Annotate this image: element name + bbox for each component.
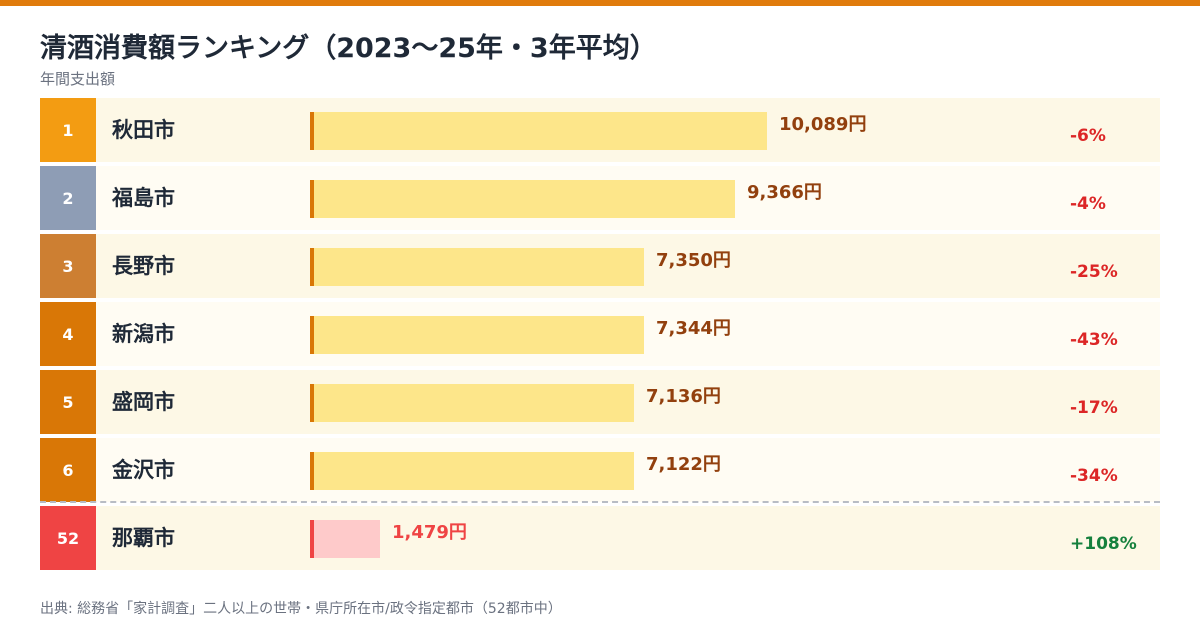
rank-badge: 6 bbox=[40, 438, 96, 502]
ranking-row: 2 福島市 9,366円 -4% bbox=[40, 166, 1160, 230]
city-label: 盛岡市 bbox=[112, 390, 175, 414]
city-label: 秋田市 bbox=[112, 118, 175, 142]
change-label: -17% bbox=[1070, 398, 1118, 418]
change-label: -4% bbox=[1070, 194, 1106, 214]
chart-subtitle: 年間支出額 bbox=[40, 70, 116, 88]
change-label: +108% bbox=[1070, 534, 1137, 554]
bar bbox=[314, 112, 767, 150]
ranking-row: 1 秋田市 10,089円 -6% bbox=[40, 98, 1160, 162]
chart-title: 清酒消費額ランキング（2023〜25年・3年平均） bbox=[40, 33, 657, 64]
change-label: -34% bbox=[1070, 466, 1118, 486]
city-label: 新潟市 bbox=[112, 322, 175, 346]
value-label: 7,350円 bbox=[656, 250, 731, 271]
rank-badge: 52 bbox=[40, 506, 96, 570]
ranking-row: 5 盛岡市 7,136円 -17% bbox=[40, 370, 1160, 434]
bar bbox=[314, 316, 644, 354]
bar-accent bbox=[310, 520, 314, 558]
value-label: 7,344円 bbox=[656, 318, 731, 339]
value-label: 9,366円 bbox=[747, 182, 822, 203]
city-label: 長野市 bbox=[112, 254, 175, 278]
rank-badge: 1 bbox=[40, 98, 96, 162]
source-note: 出典: 総務省「家計調査」二人以上の世帯・県庁所在市/政令指定都市（52都市中） bbox=[40, 601, 562, 617]
bar bbox=[314, 520, 380, 558]
top-accent-bar bbox=[0, 0, 1200, 6]
rank-badge: 3 bbox=[40, 234, 96, 298]
change-label: -43% bbox=[1070, 330, 1118, 350]
value-label: 7,122円 bbox=[646, 454, 721, 475]
rank-badge: 4 bbox=[40, 302, 96, 366]
bar bbox=[314, 452, 634, 490]
rank-badge: 2 bbox=[40, 166, 96, 230]
value-label: 10,089円 bbox=[779, 114, 867, 135]
bar bbox=[314, 384, 634, 422]
rank-badge: 5 bbox=[40, 370, 96, 434]
city-label: 金沢市 bbox=[112, 458, 175, 482]
change-label: -25% bbox=[1070, 262, 1118, 282]
ranking-row: 52 那覇市 1,479円 +108% bbox=[40, 506, 1160, 570]
bar bbox=[314, 248, 644, 286]
value-label: 1,479円 bbox=[392, 522, 467, 543]
bar-accent bbox=[310, 384, 314, 422]
value-label: 7,136円 bbox=[646, 386, 721, 407]
city-label: 那覇市 bbox=[112, 526, 175, 550]
bar-accent bbox=[310, 112, 314, 150]
ranking-row: 3 長野市 7,350円 -25% bbox=[40, 234, 1160, 298]
ranking-row: 4 新潟市 7,344円 -43% bbox=[40, 302, 1160, 366]
bar-accent bbox=[310, 248, 314, 286]
bar-accent bbox=[310, 452, 314, 490]
bar bbox=[314, 180, 735, 218]
bar-accent bbox=[310, 180, 314, 218]
change-label: -6% bbox=[1070, 126, 1106, 146]
ranking-row: 6 金沢市 7,122円 -34% bbox=[40, 438, 1160, 502]
city-label: 福島市 bbox=[112, 186, 175, 210]
ranking-divider bbox=[40, 501, 1160, 503]
bar-accent bbox=[310, 316, 314, 354]
